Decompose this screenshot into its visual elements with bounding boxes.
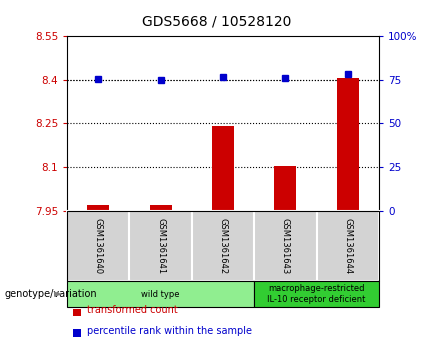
Bar [317, 211, 379, 281]
Text: transformed count: transformed count [87, 305, 178, 315]
Text: GSM1361642: GSM1361642 [219, 218, 227, 274]
Bar [192, 211, 254, 281]
Text: GDS5668 / 10528120: GDS5668 / 10528120 [142, 15, 291, 29]
Bar [87, 205, 109, 211]
Bar [337, 78, 359, 211]
Bar [254, 211, 317, 281]
Bar [150, 205, 171, 211]
Bar [67, 211, 129, 281]
Text: GSM1361643: GSM1361643 [281, 218, 290, 274]
Bar [73, 330, 81, 337]
Text: GSM1361641: GSM1361641 [156, 218, 165, 274]
Bar [275, 166, 296, 211]
Text: ►: ► [54, 289, 63, 299]
Text: wild type: wild type [142, 290, 180, 298]
Bar [254, 281, 379, 307]
Bar [73, 309, 81, 316]
Text: macrophage-restricted
IL-10 receptor deficient: macrophage-restricted IL-10 receptor def… [267, 284, 366, 304]
Bar [129, 211, 192, 281]
Bar [212, 126, 234, 211]
Text: genotype/variation: genotype/variation [4, 289, 97, 299]
Text: percentile rank within the sample: percentile rank within the sample [87, 326, 252, 336]
Text: GSM1361644: GSM1361644 [343, 218, 352, 274]
Text: GSM1361640: GSM1361640 [94, 218, 103, 274]
Bar [67, 281, 254, 307]
